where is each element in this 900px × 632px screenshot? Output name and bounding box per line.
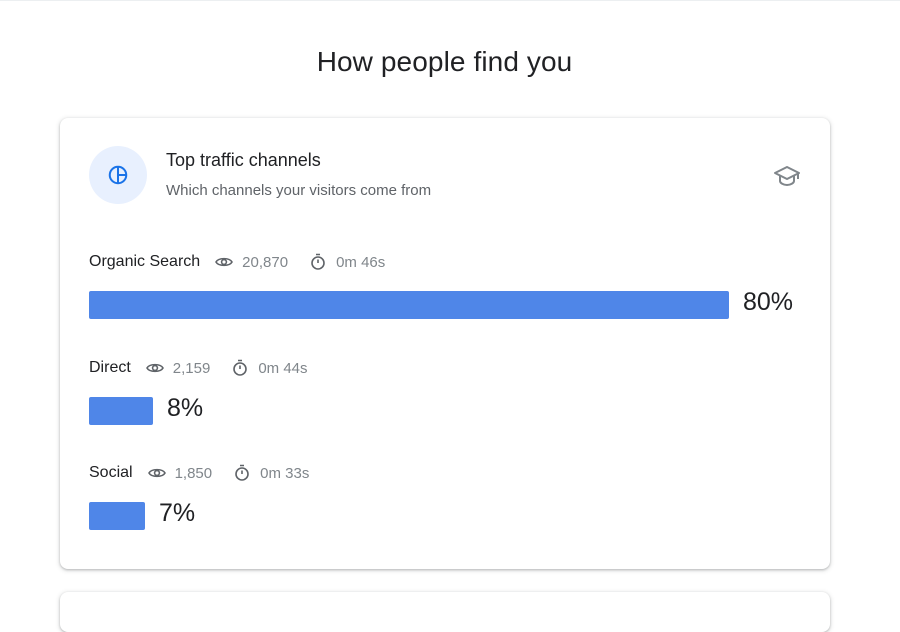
- channel-row: Social 1,850 0m 33s 7%: [89, 462, 809, 532]
- channel-name: Direct: [89, 359, 131, 376]
- traffic-channels-card: Top traffic channels Which channels your…: [60, 118, 830, 569]
- avg-duration: 0m 44s: [258, 359, 308, 377]
- eye-icon: [147, 463, 167, 483]
- share-percent: 80%: [743, 288, 794, 316]
- timer-icon: [230, 358, 250, 378]
- avg-duration: 0m 33s: [260, 464, 310, 482]
- views-count: 1,850: [174, 464, 213, 482]
- timer-icon: [232, 463, 252, 483]
- school-cap-icon[interactable]: [772, 161, 802, 191]
- top-divider: [0, 0, 900, 1]
- card-icon-badge: [89, 146, 147, 204]
- page-title: How people find you: [316, 46, 573, 77]
- eye-icon: [145, 358, 165, 378]
- next-card: [60, 592, 830, 632]
- channel-row: Organic Search 20,870 0m 46s 80%: [89, 251, 809, 321]
- card-title: Top traffic channels: [166, 150, 321, 170]
- timer-icon: [308, 252, 328, 272]
- share-bar: [89, 291, 729, 319]
- channel-name: Social: [89, 464, 133, 481]
- share-percent: 8%: [167, 394, 204, 422]
- eye-icon: [214, 252, 234, 272]
- share-percent: 7%: [159, 499, 196, 527]
- pie-chart-icon: [108, 165, 128, 185]
- card-subtitle: Which channels your visitors come from: [166, 182, 432, 199]
- channel-row: Direct 2,159 0m 44s 8%: [89, 357, 809, 427]
- channel-name: Organic Search: [89, 253, 201, 270]
- avg-duration: 0m 46s: [336, 253, 386, 271]
- views-count: 20,870: [242, 253, 289, 271]
- views-count: 2,159: [172, 359, 211, 377]
- share-bar: [89, 502, 145, 530]
- share-bar: [89, 397, 153, 425]
